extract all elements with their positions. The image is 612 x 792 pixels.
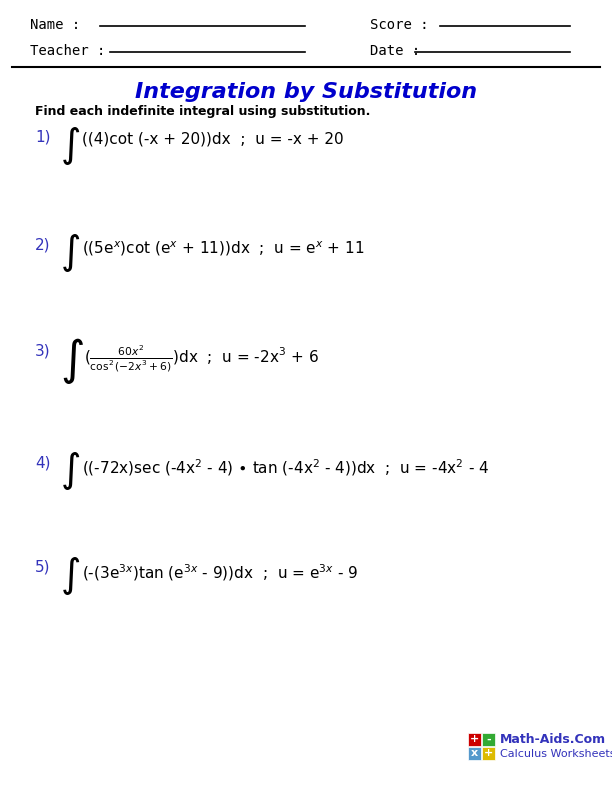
Text: 3): 3) — [35, 344, 51, 359]
FancyBboxPatch shape — [468, 733, 481, 746]
Text: 4): 4) — [35, 455, 51, 470]
Text: Integration by Substitution: Integration by Substitution — [135, 82, 477, 102]
Text: Calculus Worksheets: Calculus Worksheets — [500, 749, 612, 759]
Text: $\int$: $\int$ — [60, 232, 80, 274]
Text: ($\frac{60x^2}{\cos^2(-2x^3+6)}$)dx  ;  u = -2x$^3$ + 6: ($\frac{60x^2}{\cos^2(-2x^3+6)}$)dx ; u … — [84, 344, 319, 375]
FancyBboxPatch shape — [482, 747, 495, 760]
Text: $\int$: $\int$ — [60, 450, 80, 492]
Text: ((5e$^x$)cot (e$^x$ + 11))dx  ;  u = e$^x$ + 11: ((5e$^x$)cot (e$^x$ + 11))dx ; u = e$^x$… — [82, 239, 365, 257]
Text: Score :: Score : — [370, 18, 428, 32]
Text: 5): 5) — [35, 560, 51, 575]
Text: +: + — [470, 734, 479, 744]
Text: Find each indefinite integral using substitution.: Find each indefinite integral using subs… — [35, 105, 370, 118]
Text: Teacher :: Teacher : — [30, 44, 105, 58]
FancyBboxPatch shape — [482, 733, 495, 746]
Text: 1): 1) — [35, 130, 51, 145]
Text: Name :: Name : — [30, 18, 80, 32]
Text: (-(3e$^{3x}$)tan (e$^{3x}$ - 9))dx  ;  u = e$^{3x}$ - 9: (-(3e$^{3x}$)tan (e$^{3x}$ - 9))dx ; u =… — [82, 562, 358, 583]
Text: x: x — [471, 748, 478, 759]
Text: 2): 2) — [35, 237, 51, 252]
Text: Date :: Date : — [370, 44, 420, 58]
Text: $\int$: $\int$ — [60, 125, 80, 167]
Text: Math-Aids.Com: Math-Aids.Com — [500, 733, 606, 746]
Text: -: - — [486, 734, 491, 744]
Text: $\int$: $\int$ — [60, 336, 84, 386]
Text: ((4)cot (-x + 20))dx  ;  u = -x + 20: ((4)cot (-x + 20))dx ; u = -x + 20 — [82, 132, 343, 147]
FancyBboxPatch shape — [468, 747, 481, 760]
Text: $\int$: $\int$ — [60, 555, 80, 597]
Text: ((-72x)sec (-4x$^2$ - 4) $\bullet$ tan (-4x$^2$ - 4))dx  ;  u = -4x$^2$ - 4: ((-72x)sec (-4x$^2$ - 4) $\bullet$ tan (… — [82, 457, 489, 478]
Text: +: + — [484, 748, 493, 759]
